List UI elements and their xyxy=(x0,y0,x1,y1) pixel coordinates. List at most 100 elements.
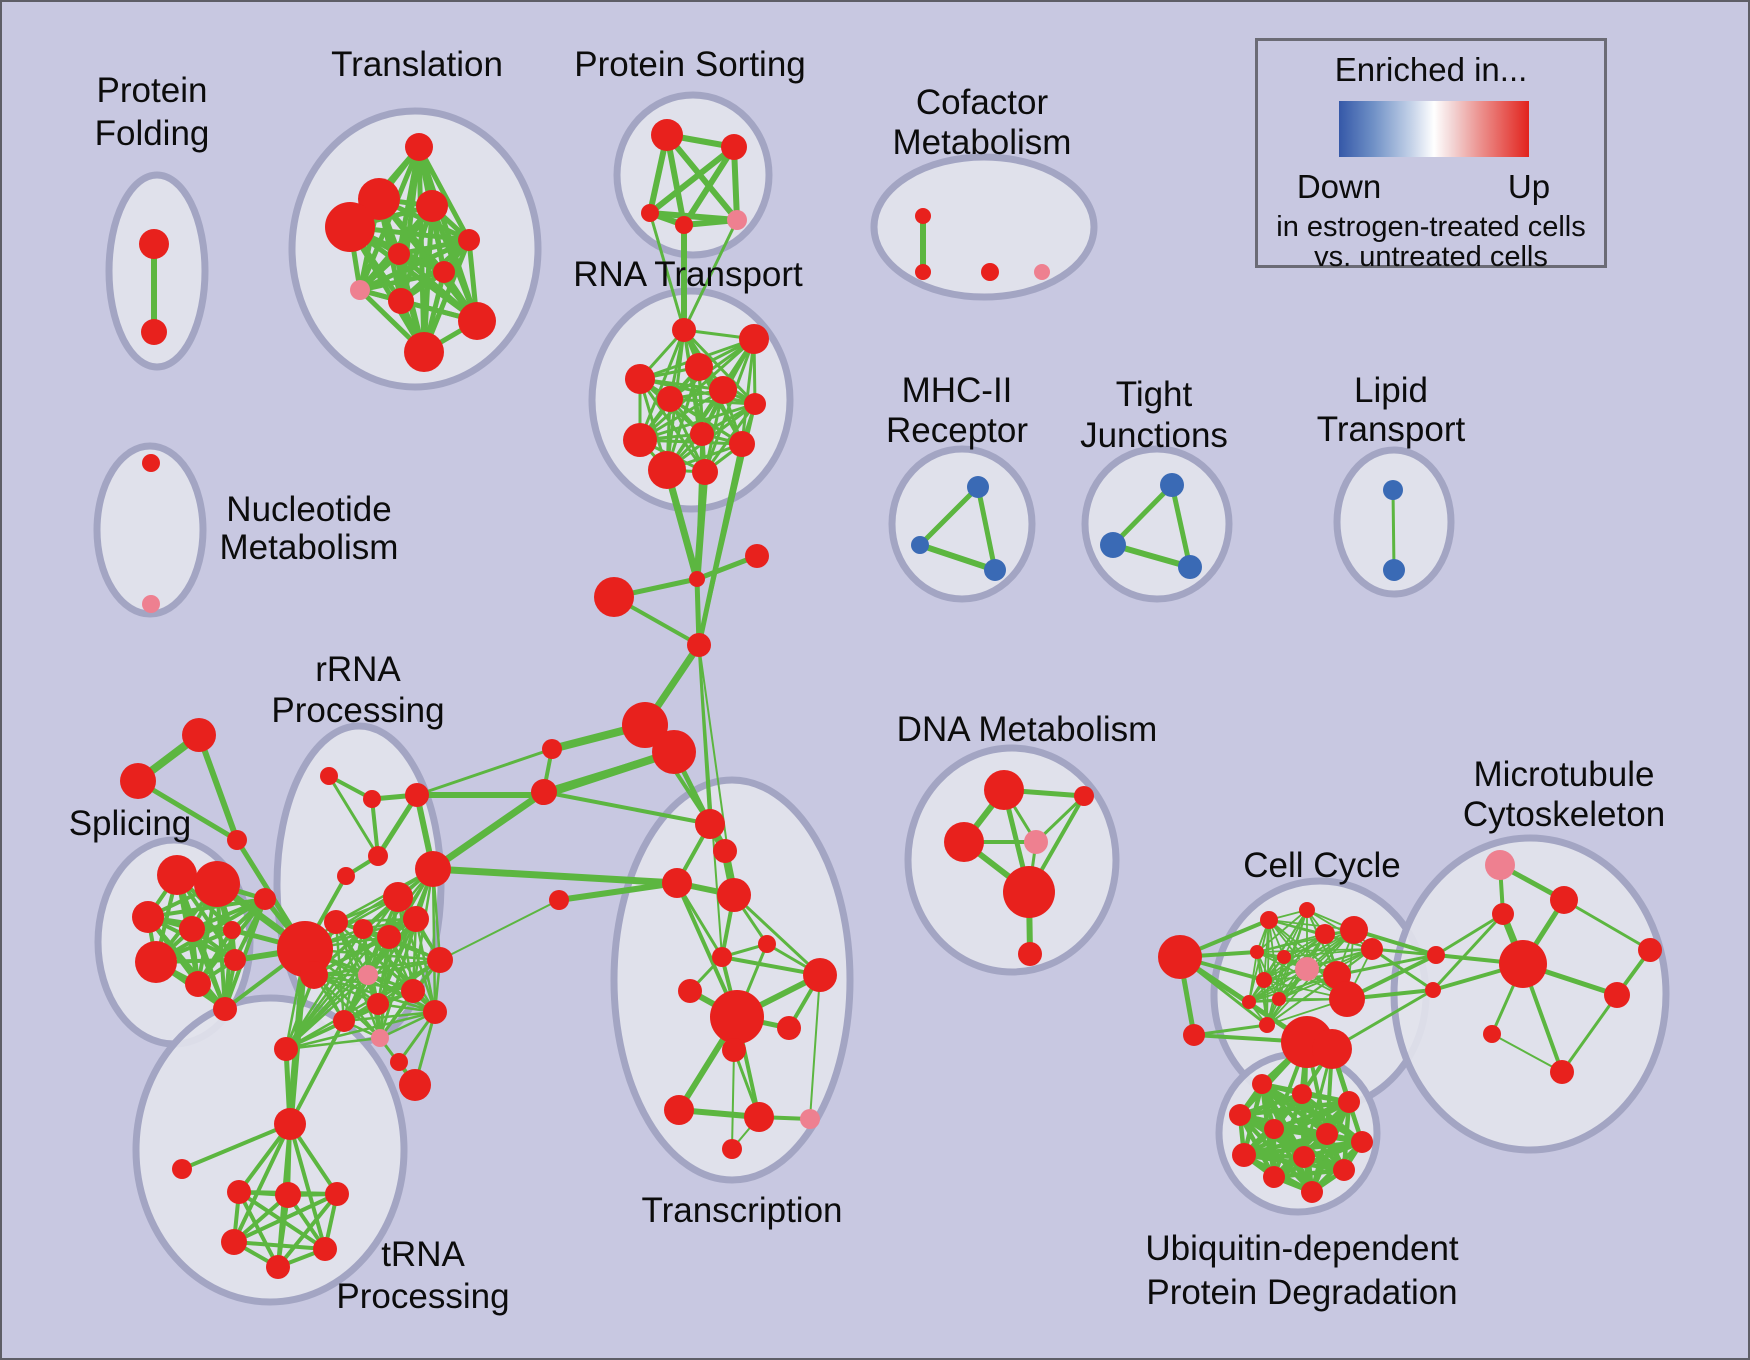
node-22[interactable] xyxy=(709,376,737,404)
node-29[interactable] xyxy=(692,459,718,485)
node-61[interactable] xyxy=(185,971,211,997)
node-18[interactable] xyxy=(672,318,696,342)
node-73[interactable] xyxy=(324,910,348,934)
node-146[interactable] xyxy=(1483,1025,1501,1043)
node-65[interactable] xyxy=(320,767,338,785)
node-34[interactable] xyxy=(622,702,668,748)
node-98[interactable] xyxy=(722,1038,746,1062)
node-126[interactable] xyxy=(1250,945,1264,959)
node-90[interactable] xyxy=(662,868,692,898)
node-1[interactable] xyxy=(141,319,167,345)
node-54[interactable] xyxy=(227,830,247,850)
node-128[interactable] xyxy=(1295,957,1319,981)
node-147[interactable] xyxy=(1252,1074,1272,1094)
node-78[interactable] xyxy=(427,947,453,973)
node-101[interactable] xyxy=(800,1109,820,1129)
node-92[interactable] xyxy=(712,947,732,967)
node-57[interactable] xyxy=(132,901,164,933)
node-157[interactable] xyxy=(1263,1166,1285,1188)
node-154[interactable] xyxy=(1232,1143,1256,1167)
node-14[interactable] xyxy=(721,134,747,160)
node-102[interactable] xyxy=(722,1139,742,1159)
node-51[interactable] xyxy=(142,595,160,613)
node-134[interactable] xyxy=(1329,981,1365,1017)
node-103[interactable] xyxy=(274,1108,306,1140)
node-155[interactable] xyxy=(1293,1146,1315,1168)
node-142[interactable] xyxy=(1499,940,1547,988)
node-93[interactable] xyxy=(758,935,776,953)
node-140[interactable] xyxy=(1550,886,1578,914)
node-23[interactable] xyxy=(657,386,683,412)
node-24[interactable] xyxy=(744,393,766,415)
node-20[interactable] xyxy=(625,364,655,394)
node-151[interactable] xyxy=(1264,1119,1284,1139)
node-11[interactable] xyxy=(458,302,496,340)
node-75[interactable] xyxy=(377,925,401,949)
node-63[interactable] xyxy=(213,997,237,1021)
node-130[interactable] xyxy=(1272,992,1286,1006)
node-106[interactable] xyxy=(275,1182,301,1208)
node-66[interactable] xyxy=(363,790,381,808)
node-119[interactable] xyxy=(1158,935,1202,979)
node-158[interactable] xyxy=(1301,1181,1323,1203)
node-84[interactable] xyxy=(274,1037,298,1061)
node-50[interactable] xyxy=(142,454,160,472)
node-44[interactable] xyxy=(984,559,1006,581)
node-116[interactable] xyxy=(1024,830,1048,854)
node-8[interactable] xyxy=(433,261,455,283)
node-145[interactable] xyxy=(1550,1060,1574,1084)
node-4[interactable] xyxy=(416,190,448,222)
node-139[interactable] xyxy=(1485,850,1515,880)
node-114[interactable] xyxy=(944,822,984,862)
node-81[interactable] xyxy=(333,1010,355,1032)
node-88[interactable] xyxy=(695,809,725,839)
node-60[interactable] xyxy=(135,941,177,983)
node-39[interactable] xyxy=(915,264,931,280)
node-42[interactable] xyxy=(967,476,989,498)
node-118[interactable] xyxy=(1018,942,1042,966)
node-5[interactable] xyxy=(325,202,375,252)
node-17[interactable] xyxy=(727,210,747,230)
node-70[interactable] xyxy=(415,851,451,887)
node-10[interactable] xyxy=(388,288,414,314)
node-15[interactable] xyxy=(641,204,659,222)
node-100[interactable] xyxy=(744,1102,774,1132)
node-67[interactable] xyxy=(405,783,429,807)
node-95[interactable] xyxy=(678,979,702,1003)
node-74[interactable] xyxy=(353,919,373,939)
node-48[interactable] xyxy=(1383,480,1403,500)
node-111[interactable] xyxy=(399,1069,431,1101)
node-27[interactable] xyxy=(729,431,755,457)
node-35[interactable] xyxy=(652,730,696,774)
node-104[interactable] xyxy=(172,1159,192,1179)
node-83[interactable] xyxy=(371,1029,389,1047)
node-30[interactable] xyxy=(689,571,705,587)
node-107[interactable] xyxy=(325,1182,349,1206)
node-43[interactable] xyxy=(911,536,929,554)
node-120[interactable] xyxy=(1183,1024,1205,1046)
node-53[interactable] xyxy=(120,763,156,799)
node-129[interactable] xyxy=(1256,972,1272,988)
node-110[interactable] xyxy=(266,1255,290,1279)
node-80[interactable] xyxy=(367,993,389,1015)
node-21[interactable] xyxy=(685,353,713,381)
node-96[interactable] xyxy=(710,990,764,1044)
node-124[interactable] xyxy=(1340,916,1368,944)
node-56[interactable] xyxy=(194,861,240,907)
node-69[interactable] xyxy=(337,867,355,885)
node-137[interactable] xyxy=(1427,946,1445,964)
node-138[interactable] xyxy=(1425,982,1441,998)
node-55[interactable] xyxy=(157,855,197,895)
node-112[interactable] xyxy=(390,1053,408,1071)
node-59[interactable] xyxy=(223,921,241,939)
node-46[interactable] xyxy=(1100,532,1126,558)
node-132[interactable] xyxy=(1259,1017,1275,1033)
node-52[interactable] xyxy=(182,718,216,752)
node-64[interactable] xyxy=(254,888,276,910)
node-72[interactable] xyxy=(403,906,429,932)
node-2[interactable] xyxy=(405,133,433,161)
node-3[interactable] xyxy=(358,178,400,220)
node-41[interactable] xyxy=(1034,264,1050,280)
node-82[interactable] xyxy=(423,1000,447,1024)
node-49[interactable] xyxy=(1383,559,1405,581)
